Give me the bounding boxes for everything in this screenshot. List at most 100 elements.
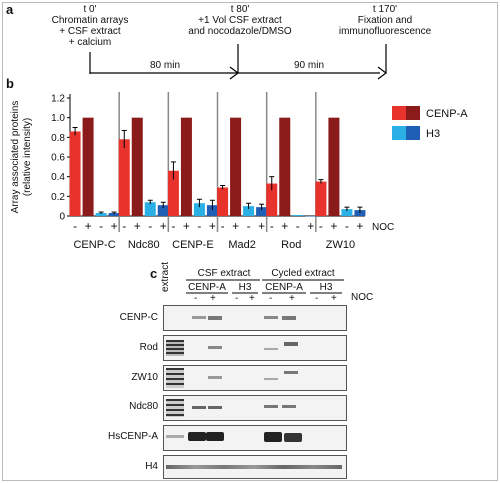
- category-label-3: Mad2: [228, 239, 256, 251]
- sub-label-2-2: -: [197, 219, 201, 233]
- sub-label-3-1: +: [232, 219, 239, 233]
- bar-Mad2-H3-+: [256, 207, 268, 216]
- bar-CENP-C-H3-+: [108, 213, 120, 216]
- lane-sign-1: +: [210, 293, 216, 304]
- bar-ZW10-H3--: [341, 209, 353, 216]
- y-tick-label-4: 0.8: [51, 133, 65, 144]
- group-csf: CSF extract: [197, 268, 251, 279]
- category-label-1: Ndc80: [128, 239, 160, 251]
- row-label-3: Ndc80: [129, 401, 158, 412]
- blot-cenp-c: [163, 305, 347, 331]
- legend-swatch-h3-minus: [392, 126, 406, 140]
- sub-label-2-1: +: [183, 219, 190, 233]
- bar-CENP-C-CENP-A--: [69, 131, 81, 216]
- bar-ZW10-CENP-A-+: [328, 117, 340, 216]
- row-label-2: ZW10: [131, 372, 158, 383]
- sub-label-5-1: +: [330, 219, 337, 233]
- blot-rod: [163, 335, 347, 361]
- sub-label-1-0: -: [122, 219, 126, 233]
- bar-Rod-H3-+: [305, 216, 317, 217]
- subgroup-3: H3: [319, 282, 333, 293]
- row-label-1: Rod: [139, 342, 158, 353]
- group-cycled: Cycled extract: [271, 268, 335, 279]
- step-2-time: t 170': [372, 4, 398, 15]
- bar-Mad2-H3--: [243, 206, 255, 216]
- y-tick-label-1: 0.2: [51, 192, 65, 203]
- panel-c-label: c: [150, 266, 158, 281]
- bar-CENP-E-H3-+: [206, 205, 218, 216]
- step-2-line-0: Fixation and: [357, 15, 413, 26]
- timeline-arrows: [89, 44, 387, 80]
- row-label-0: CENP-C: [119, 312, 158, 323]
- lane-sign-5: +: [289, 293, 295, 304]
- interval-1: 90 min: [293, 60, 324, 71]
- sub-label-1-2: -: [148, 219, 152, 233]
- sub-label-5-0: -: [319, 219, 323, 233]
- lane-sign-2: -: [235, 293, 239, 304]
- bar-Ndc80-H3-+: [157, 205, 169, 216]
- legend-swatch-h3-plus: [406, 126, 420, 140]
- y-axis-label: Array associated proteins: [10, 101, 21, 214]
- bar-Mad2-CENP-A--: [217, 187, 229, 216]
- sub-label-1-1: +: [134, 219, 141, 233]
- panel-a-label: a: [6, 2, 14, 17]
- legend-label-h3: H3: [426, 128, 440, 140]
- bar-Ndc80-H3--: [144, 202, 156, 216]
- step-1-time: t 80': [230, 4, 250, 15]
- sub-label-3-2: -: [247, 219, 251, 233]
- step-1-line-1: and nocodazole/DMSO: [188, 26, 292, 37]
- blot-h4: [163, 455, 347, 479]
- y-tick-label-5: 1.0: [51, 113, 65, 124]
- row-label-5: H4: [145, 461, 158, 472]
- step-0-line-0: Chromatin arrays: [51, 15, 129, 26]
- bar-Ndc80-CENP-A--: [118, 139, 130, 216]
- bar-CENP-C-CENP-A-+: [82, 117, 94, 216]
- bar-Ndc80-CENP-A-+: [131, 117, 143, 216]
- bar-chart: 0 0.2 0.4 0.6 0.8 1.0 1.2 Array associated pro…: [10, 92, 468, 251]
- legend-swatch-cenpa-plus: [406, 106, 420, 120]
- bar-Rod-CENP-A--: [266, 183, 278, 216]
- sub-label-0-2: -: [99, 219, 103, 233]
- panel-b-label: b: [6, 76, 14, 91]
- sub-label-0-3: +: [111, 219, 118, 233]
- bar-Mad2-CENP-A-+: [230, 117, 242, 216]
- step-0-time: t 0': [83, 4, 97, 15]
- y-axis-label-unit: (relative intensity): [22, 118, 33, 196]
- sub-label-0-1: +: [85, 219, 92, 233]
- lane-sign-3: +: [249, 293, 255, 304]
- sub-label-5-3: +: [356, 219, 363, 233]
- lane-sign-6: -: [315, 293, 319, 304]
- bar-Rod-CENP-A-+: [279, 117, 291, 216]
- bar-ZW10-CENP-A--: [315, 181, 327, 216]
- sub-label-2-0: -: [171, 219, 175, 233]
- bar-CENP-C-H3--: [95, 213, 107, 216]
- sub-label-0-0: -: [73, 219, 77, 233]
- step-1-line-0: +1 Vol CSF extract: [198, 15, 282, 26]
- y-tick-label-6: 1.2: [51, 94, 65, 105]
- bar-Rod-H3--: [292, 215, 304, 216]
- sub-label-4-3: +: [307, 219, 314, 233]
- sub-label-3-3: +: [258, 219, 265, 233]
- interval-0: 80 min: [149, 60, 180, 71]
- row-label-4: HsCENP-A: [107, 431, 158, 442]
- bar-CENP-E-CENP-A--: [167, 170, 179, 216]
- legend-swatch-cenpa-minus: [392, 106, 406, 120]
- lane-sign-7: +: [331, 293, 337, 304]
- y-tick-label-3: 0.6: [51, 153, 65, 164]
- step-0-line-1: + CSF extract: [59, 26, 121, 37]
- sub-label-5-2: -: [345, 219, 349, 233]
- sub-label-1-3: +: [160, 219, 167, 233]
- sub-label-4-2: -: [296, 219, 300, 233]
- category-label-5: ZW10: [326, 239, 355, 251]
- lane-sign-4: -: [269, 293, 273, 304]
- sub-label-2-3: +: [209, 219, 216, 233]
- blot-noc-label: NOC: [351, 292, 374, 303]
- subgroup-1: H3: [238, 282, 252, 293]
- lane-sign-0: -: [194, 293, 198, 304]
- sub-label-4-0: -: [270, 219, 274, 233]
- noc-label: NOC: [372, 222, 394, 233]
- blot-ndc80: [163, 395, 347, 421]
- bar-CENP-E-CENP-A-+: [180, 117, 192, 216]
